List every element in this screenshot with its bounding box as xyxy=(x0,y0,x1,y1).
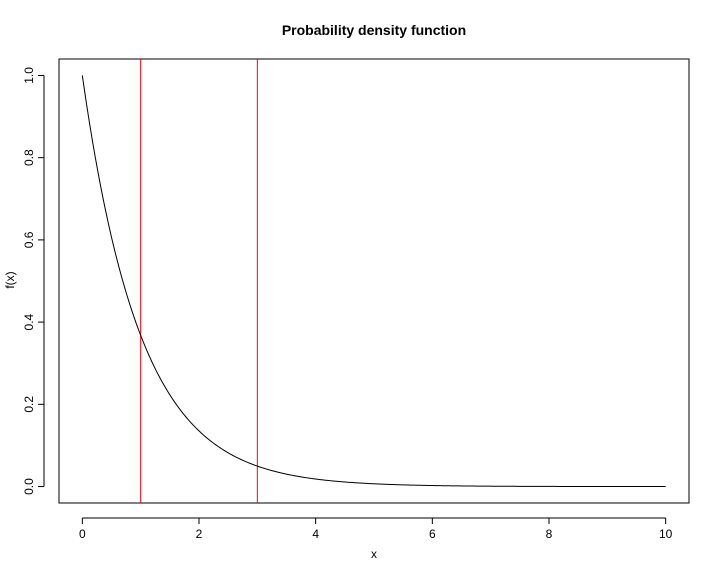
chart-title: Probability density function xyxy=(282,22,466,38)
x-tick-label-0: 0 xyxy=(79,527,86,541)
x-tick-label-2: 4 xyxy=(312,527,319,541)
plot-frame xyxy=(58,58,690,504)
x-tick-label-1: 2 xyxy=(196,527,203,541)
y-tick-label-0: 0.0 xyxy=(22,478,36,495)
y-tick-label-4: 0.8 xyxy=(22,149,36,166)
x-axis-label: x xyxy=(371,547,377,561)
density-curve xyxy=(81,75,666,488)
x-tick-label-5: 10 xyxy=(659,527,673,541)
y-tick-label-2: 0.4 xyxy=(22,313,36,330)
y-tick-label-1: 0.2 xyxy=(22,396,36,413)
y-tick-label-3: 0.6 xyxy=(22,231,36,248)
plot-area: 0 2 4 6 8 10 0.0 0.2 0.4 0.6 0.8 1.0 xyxy=(22,58,690,541)
x-tick-label-4: 8 xyxy=(546,527,553,541)
y-axis-label: f(x) xyxy=(3,271,17,288)
x-tick-label-3: 6 xyxy=(429,527,436,541)
y-tick-label-5: 1.0 xyxy=(22,67,36,84)
